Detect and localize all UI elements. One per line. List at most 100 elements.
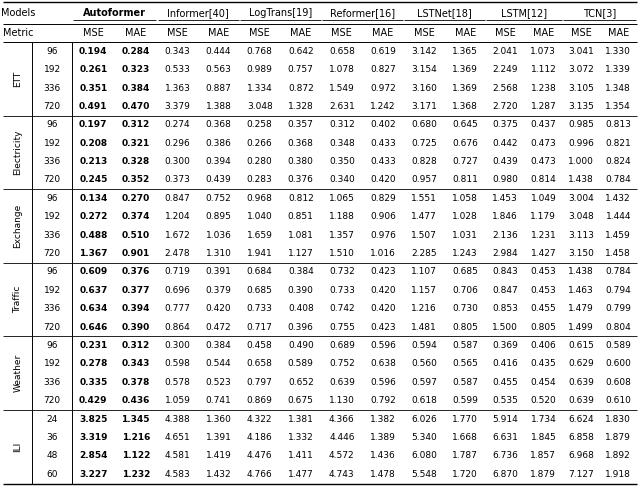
Text: 0.717: 0.717 — [247, 323, 273, 331]
Text: 0.887: 0.887 — [205, 84, 232, 92]
Text: 0.374: 0.374 — [122, 212, 150, 221]
Text: 0.587: 0.587 — [452, 378, 478, 387]
Text: 0.752: 0.752 — [205, 194, 232, 203]
Text: 0.784: 0.784 — [605, 267, 631, 277]
Text: 1.188: 1.188 — [329, 212, 355, 221]
Text: 0.618: 0.618 — [411, 396, 437, 405]
Text: 0.565: 0.565 — [452, 360, 478, 368]
Text: 0.610: 0.610 — [605, 396, 631, 405]
Text: MSE: MSE — [571, 28, 591, 38]
Text: 0.600: 0.600 — [605, 360, 631, 368]
Text: 0.197: 0.197 — [79, 121, 108, 129]
Text: 0.437: 0.437 — [531, 121, 556, 129]
Text: 0.727: 0.727 — [452, 157, 478, 166]
Text: 0.300: 0.300 — [164, 157, 191, 166]
Text: 1.459: 1.459 — [605, 231, 631, 240]
Text: 0.608: 0.608 — [605, 378, 631, 387]
Text: 0.989: 0.989 — [247, 65, 273, 74]
Text: 3.171: 3.171 — [411, 102, 437, 111]
Text: 0.369: 0.369 — [492, 341, 518, 350]
Text: 0.685: 0.685 — [247, 286, 273, 295]
Text: 1.157: 1.157 — [411, 286, 437, 295]
Text: 0.435: 0.435 — [531, 360, 556, 368]
Text: 1.830: 1.830 — [605, 415, 631, 424]
Text: LSTM[12]: LSTM[12] — [501, 8, 547, 18]
Text: 0.560: 0.560 — [411, 360, 437, 368]
Text: 0.375: 0.375 — [492, 121, 518, 129]
Text: 1.310: 1.310 — [205, 249, 232, 258]
Text: 0.811: 0.811 — [452, 175, 478, 185]
Text: 1.216: 1.216 — [122, 433, 150, 442]
Text: 0.433: 0.433 — [370, 157, 396, 166]
Text: 1.879: 1.879 — [605, 433, 631, 442]
Text: 1.065: 1.065 — [329, 194, 355, 203]
Text: 1.059: 1.059 — [164, 396, 191, 405]
Text: 1.328: 1.328 — [288, 102, 314, 111]
Text: 3.150: 3.150 — [568, 249, 594, 258]
Text: 1.857: 1.857 — [531, 451, 556, 460]
Text: 0.597: 0.597 — [411, 378, 437, 387]
Text: 0.777: 0.777 — [164, 304, 191, 313]
Text: 5.340: 5.340 — [411, 433, 437, 442]
Text: 0.261: 0.261 — [79, 65, 108, 74]
Text: 3.135: 3.135 — [568, 102, 594, 111]
Text: 0.804: 0.804 — [605, 323, 631, 331]
Text: 1.367: 1.367 — [79, 249, 108, 258]
Text: 24: 24 — [47, 415, 58, 424]
Text: MSE: MSE — [250, 28, 270, 38]
Text: 0.384: 0.384 — [288, 267, 314, 277]
Text: 48: 48 — [47, 451, 58, 460]
Text: 6.080: 6.080 — [411, 451, 437, 460]
Text: 0.906: 0.906 — [370, 212, 396, 221]
Text: 0.416: 0.416 — [492, 360, 518, 368]
Text: MAE: MAE — [372, 28, 394, 38]
Text: 0.996: 0.996 — [568, 139, 594, 148]
Text: 0.323: 0.323 — [122, 65, 150, 74]
Text: 0.296: 0.296 — [164, 139, 190, 148]
Text: 0.638: 0.638 — [370, 360, 396, 368]
Text: 0.454: 0.454 — [531, 378, 556, 387]
Text: 1.463: 1.463 — [568, 286, 594, 295]
Text: 0.368: 0.368 — [288, 139, 314, 148]
Text: 0.696: 0.696 — [164, 286, 191, 295]
Text: 0.328: 0.328 — [122, 157, 150, 166]
Text: Autoformer: Autoformer — [83, 8, 146, 18]
Text: 0.864: 0.864 — [164, 323, 190, 331]
Text: 0.402: 0.402 — [370, 121, 396, 129]
Text: 0.652: 0.652 — [288, 378, 314, 387]
Text: 1.179: 1.179 — [531, 212, 556, 221]
Text: 0.563: 0.563 — [205, 65, 232, 74]
Text: 2.041: 2.041 — [492, 47, 518, 56]
Text: 0.742: 0.742 — [329, 304, 355, 313]
Text: MAE: MAE — [607, 28, 629, 38]
Text: 0.394: 0.394 — [122, 304, 150, 313]
Text: 6.631: 6.631 — [492, 433, 518, 442]
Text: 1.360: 1.360 — [205, 415, 232, 424]
Text: 0.420: 0.420 — [370, 304, 396, 313]
Text: 3.825: 3.825 — [79, 415, 108, 424]
Text: 0.872: 0.872 — [288, 84, 314, 92]
Text: 1.419: 1.419 — [205, 451, 232, 460]
Text: 4.583: 4.583 — [164, 470, 190, 479]
Text: Traffic: Traffic — [13, 286, 22, 313]
Text: 0.520: 0.520 — [531, 396, 556, 405]
Text: 720: 720 — [44, 249, 61, 258]
Text: 0.805: 0.805 — [531, 323, 556, 331]
Text: 0.420: 0.420 — [206, 304, 232, 313]
Text: 0.473: 0.473 — [531, 139, 556, 148]
Text: 0.642: 0.642 — [288, 47, 314, 56]
Text: 0.312: 0.312 — [122, 341, 150, 350]
Text: 0.245: 0.245 — [79, 175, 108, 185]
Text: 4.743: 4.743 — [329, 470, 355, 479]
Text: 1.479: 1.479 — [568, 304, 594, 313]
Text: 0.578: 0.578 — [164, 378, 191, 387]
Text: 0.384: 0.384 — [205, 341, 232, 350]
Text: 0.523: 0.523 — [205, 378, 232, 387]
Text: 720: 720 — [44, 396, 61, 405]
Text: 0.615: 0.615 — [568, 341, 594, 350]
Text: 1.438: 1.438 — [568, 175, 594, 185]
Text: 3.048: 3.048 — [568, 212, 594, 221]
Text: 96: 96 — [47, 267, 58, 277]
Text: 0.213: 0.213 — [79, 157, 108, 166]
Text: 1.363: 1.363 — [164, 84, 191, 92]
